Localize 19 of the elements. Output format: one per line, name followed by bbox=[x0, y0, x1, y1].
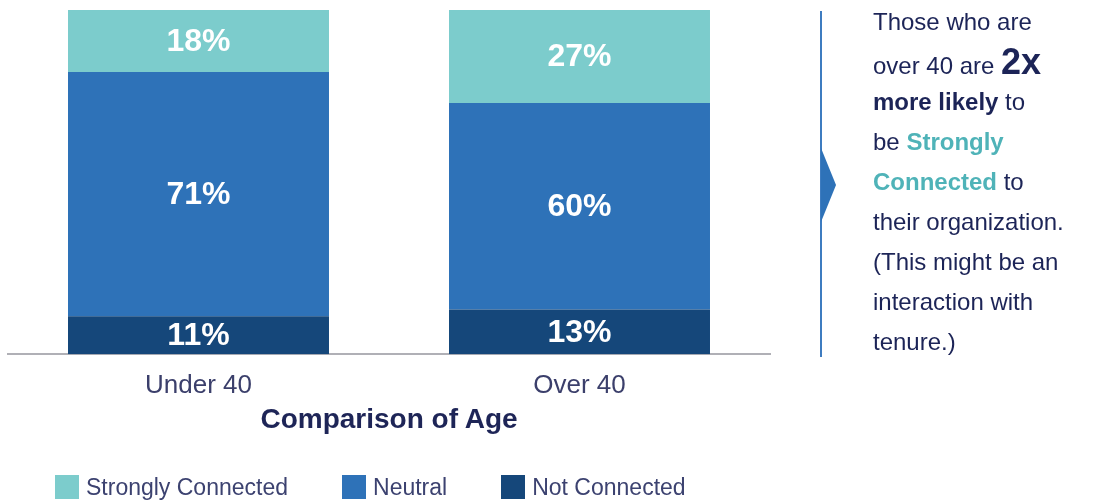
x-tick-label: Under 40 bbox=[145, 368, 252, 399]
data-label: 11% bbox=[167, 316, 230, 353]
bar bbox=[68, 10, 329, 72]
bar bbox=[68, 71, 329, 317]
data-label: 27% bbox=[547, 37, 612, 74]
bar bbox=[449, 10, 710, 103]
bar bbox=[449, 309, 710, 355]
data-label: 60% bbox=[547, 187, 612, 224]
bar bbox=[449, 102, 710, 310]
data-label: 71% bbox=[166, 174, 231, 211]
text: Those who are over 40 are 2x more likely to be Strongly Connected to their organization. (This might be an interaction with tenure.) bbox=[873, 8, 1064, 355]
x-axis-title: Comparison of Age bbox=[260, 402, 518, 434]
legend-label: Not Connected bbox=[532, 474, 686, 500]
x-tick-label: Over 40 bbox=[533, 368, 626, 399]
data-label: 13% bbox=[547, 312, 612, 349]
legend-label: Strongly Connected bbox=[86, 474, 289, 500]
legend-label: Neutral bbox=[373, 474, 448, 500]
bar bbox=[68, 316, 329, 355]
data-label: 18% bbox=[166, 21, 231, 58]
